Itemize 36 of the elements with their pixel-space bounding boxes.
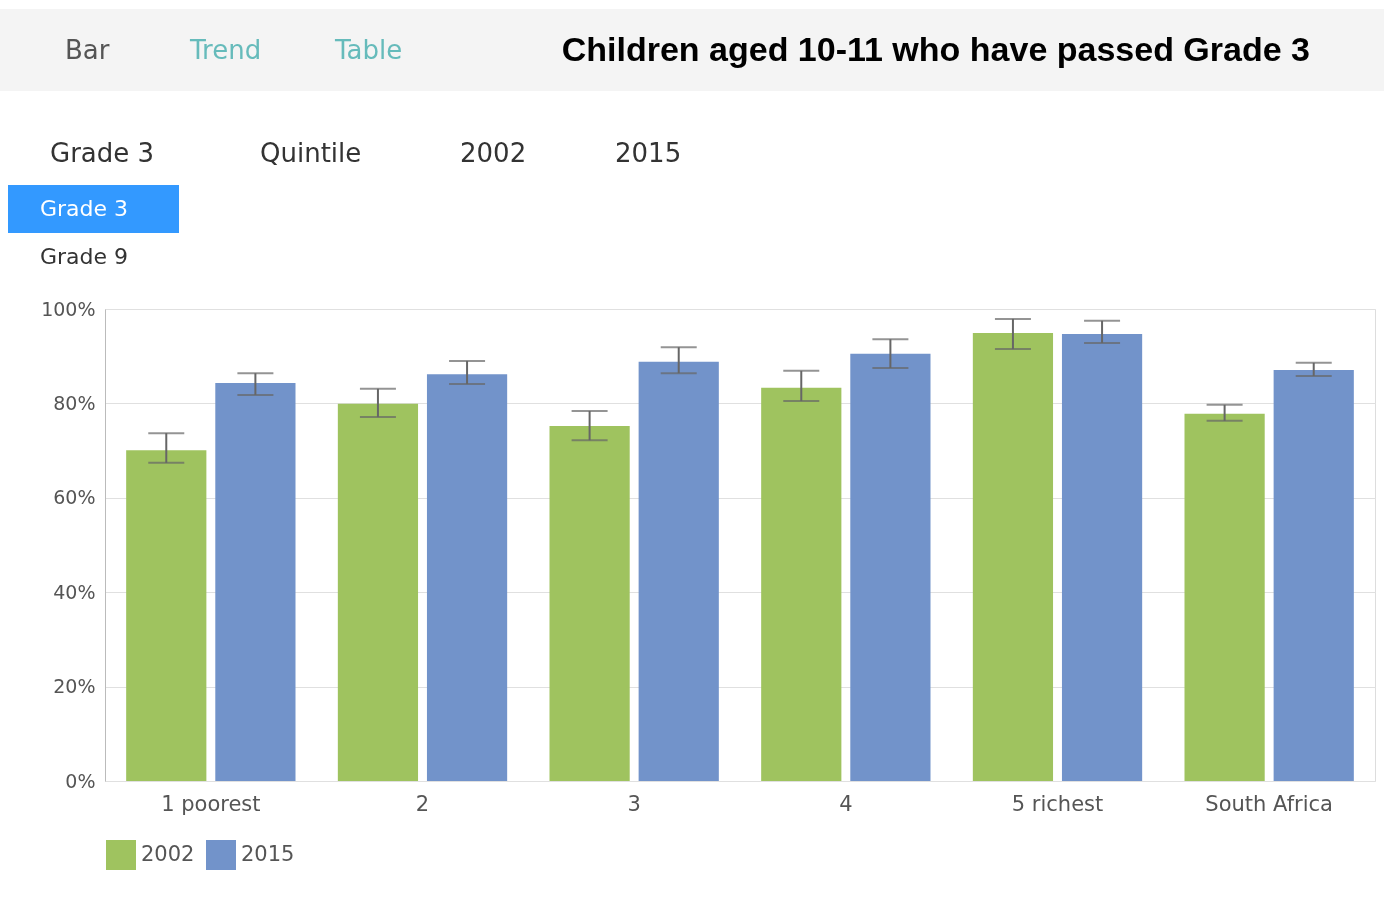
text: Trend bbox=[189, 35, 262, 65]
x-tick-label: 5 richest bbox=[1011, 791, 1104, 816]
x-tick-label: South Africa bbox=[1205, 791, 1333, 816]
y-tick-label: 100% bbox=[41, 297, 96, 320]
bar bbox=[1061, 334, 1143, 781]
legend-label: 2015 bbox=[241, 842, 295, 866]
bar bbox=[426, 374, 508, 781]
y-tick-label: 20% bbox=[53, 675, 96, 698]
chart-title: Children aged 10-11 who have passed Grade 3 bbox=[561, 30, 1310, 68]
bar bbox=[337, 403, 419, 781]
text: Quintile bbox=[260, 138, 362, 168]
text: Grade 9 bbox=[40, 244, 129, 269]
legend-label: 2002 bbox=[141, 842, 195, 866]
bar bbox=[638, 361, 719, 781]
bar bbox=[1273, 369, 1354, 781]
x-tick-label: 3 bbox=[627, 791, 641, 816]
text: Grade 3 bbox=[50, 138, 155, 168]
bar bbox=[761, 387, 842, 781]
bar bbox=[1184, 413, 1265, 781]
x-tick-label: 2 bbox=[415, 791, 430, 816]
x-tick-label: 4 bbox=[839, 791, 853, 816]
text: Table bbox=[334, 35, 403, 65]
bar bbox=[126, 450, 207, 781]
bar bbox=[215, 383, 296, 781]
x-tick-label: 1 poorest bbox=[161, 791, 261, 816]
bar bbox=[549, 426, 630, 781]
y-tick-label: 0% bbox=[65, 769, 96, 792]
y-tick-label: 40% bbox=[53, 580, 96, 603]
text: 2002 bbox=[460, 138, 527, 168]
bar bbox=[850, 353, 931, 781]
text: 2015 bbox=[615, 138, 682, 168]
y-tick-label: 80% bbox=[53, 391, 96, 414]
bar bbox=[972, 333, 1054, 781]
text: Bar bbox=[65, 35, 110, 65]
y-tick-label: 60% bbox=[53, 486, 96, 509]
text: Grade 3 bbox=[40, 196, 129, 221]
